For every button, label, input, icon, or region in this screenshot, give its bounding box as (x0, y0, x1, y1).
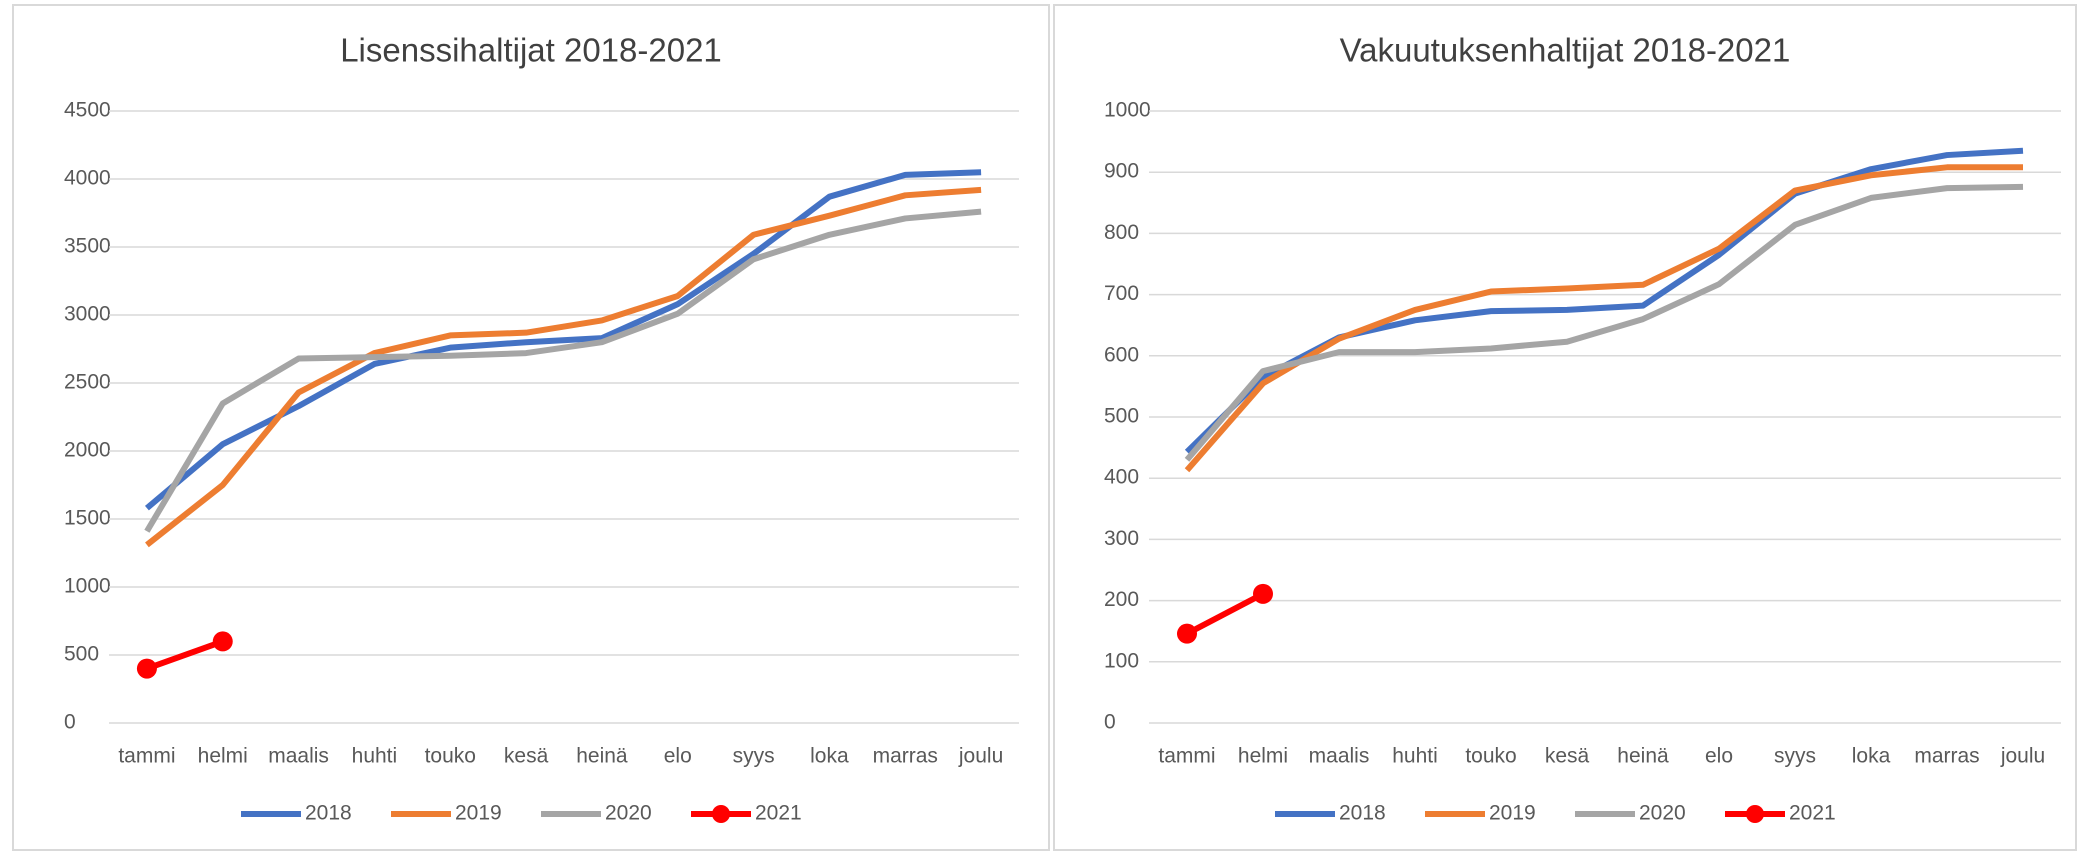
x-tick-label: kesä (504, 745, 549, 768)
y-tick-label: 900 (1104, 160, 1139, 183)
legend-label: 2021 (755, 802, 802, 825)
y-tick-label: 100 (1104, 649, 1139, 672)
y-tick-label: 600 (1104, 343, 1139, 366)
chart-title: Lisenssihaltijat 2018-2021 (340, 32, 722, 69)
y-tick-label: 3000 (64, 303, 111, 326)
y-tick-label: 800 (1104, 221, 1139, 244)
x-tick-label: loka (1852, 745, 1891, 768)
point (1177, 623, 1197, 644)
x-tick-label: helmi (198, 745, 248, 768)
y-tick-label: 4000 (64, 167, 111, 190)
x-tick-label: tammi (1158, 745, 1215, 768)
x-tick-label: touko (425, 745, 476, 768)
y-tick-label: 400 (1104, 466, 1139, 489)
x-tick-label: heinä (1617, 745, 1669, 768)
x-tick-label: kesä (1545, 745, 1590, 768)
legend-label: 2018 (305, 802, 352, 825)
series-line (1184, 183, 2024, 462)
x-tick-label: heinä (576, 745, 628, 768)
y-tick-label: 200 (1104, 588, 1139, 611)
legend-label: 2021 (1789, 802, 1836, 825)
point (136, 658, 157, 679)
y-tick-label: 500 (1104, 405, 1139, 428)
legend-label: 2018 (1339, 802, 1386, 825)
legend-marker (1746, 805, 1764, 823)
y-tick-label: 0 (1104, 711, 1116, 734)
series-line (1184, 164, 2023, 473)
legend-label: 2019 (1489, 802, 1536, 825)
x-tick-label: elo (664, 745, 692, 768)
y-tick-label: 500 (64, 643, 99, 666)
x-tick-label: huhti (1392, 745, 1438, 768)
y-tick-label: 2500 (64, 371, 111, 394)
y-tick-label: 2000 (64, 439, 111, 462)
x-tick-label: touko (1465, 745, 1516, 768)
y-tick-label: 1000 (64, 575, 111, 598)
point (212, 631, 233, 652)
point (1253, 583, 1273, 604)
x-tick-label: marras (1914, 745, 1979, 768)
x-tick-label: syys (733, 745, 775, 768)
series-line (145, 186, 982, 548)
legend-marker (712, 805, 730, 823)
x-tick-label: loka (810, 745, 849, 768)
legend-label: 2020 (1639, 802, 1686, 825)
y-tick-label: 4500 (64, 99, 111, 122)
legend-label: 2019 (455, 802, 502, 825)
y-tick-label: 300 (1104, 527, 1139, 550)
series-line (145, 638, 224, 672)
legend-label: 2020 (605, 802, 652, 825)
y-tick-label: 3500 (64, 235, 111, 258)
x-tick-label: marras (873, 745, 938, 768)
y-tick-label: 700 (1104, 282, 1139, 305)
x-tick-label: joulu (2000, 745, 2045, 768)
y-tick-label: 0 (64, 711, 76, 734)
x-tick-label: maalis (1309, 745, 1370, 768)
x-tick-label: syys (1774, 745, 1816, 768)
x-tick-label: joulu (958, 745, 1003, 768)
series-line (1185, 591, 1265, 637)
x-tick-label: tammi (118, 745, 175, 768)
panel (12, 4, 1050, 851)
series-line (144, 208, 982, 533)
x-tick-label: helmi (1238, 745, 1288, 768)
chart-title: Vakuutuksenhaltijat 2018-2021 (1340, 32, 1791, 69)
x-tick-label: elo (1705, 745, 1733, 768)
x-tick-label: huhti (352, 745, 398, 768)
y-tick-label: 1000 (1104, 99, 1151, 122)
x-tick-label: maalis (268, 745, 329, 768)
y-tick-label: 1500 (64, 507, 111, 530)
